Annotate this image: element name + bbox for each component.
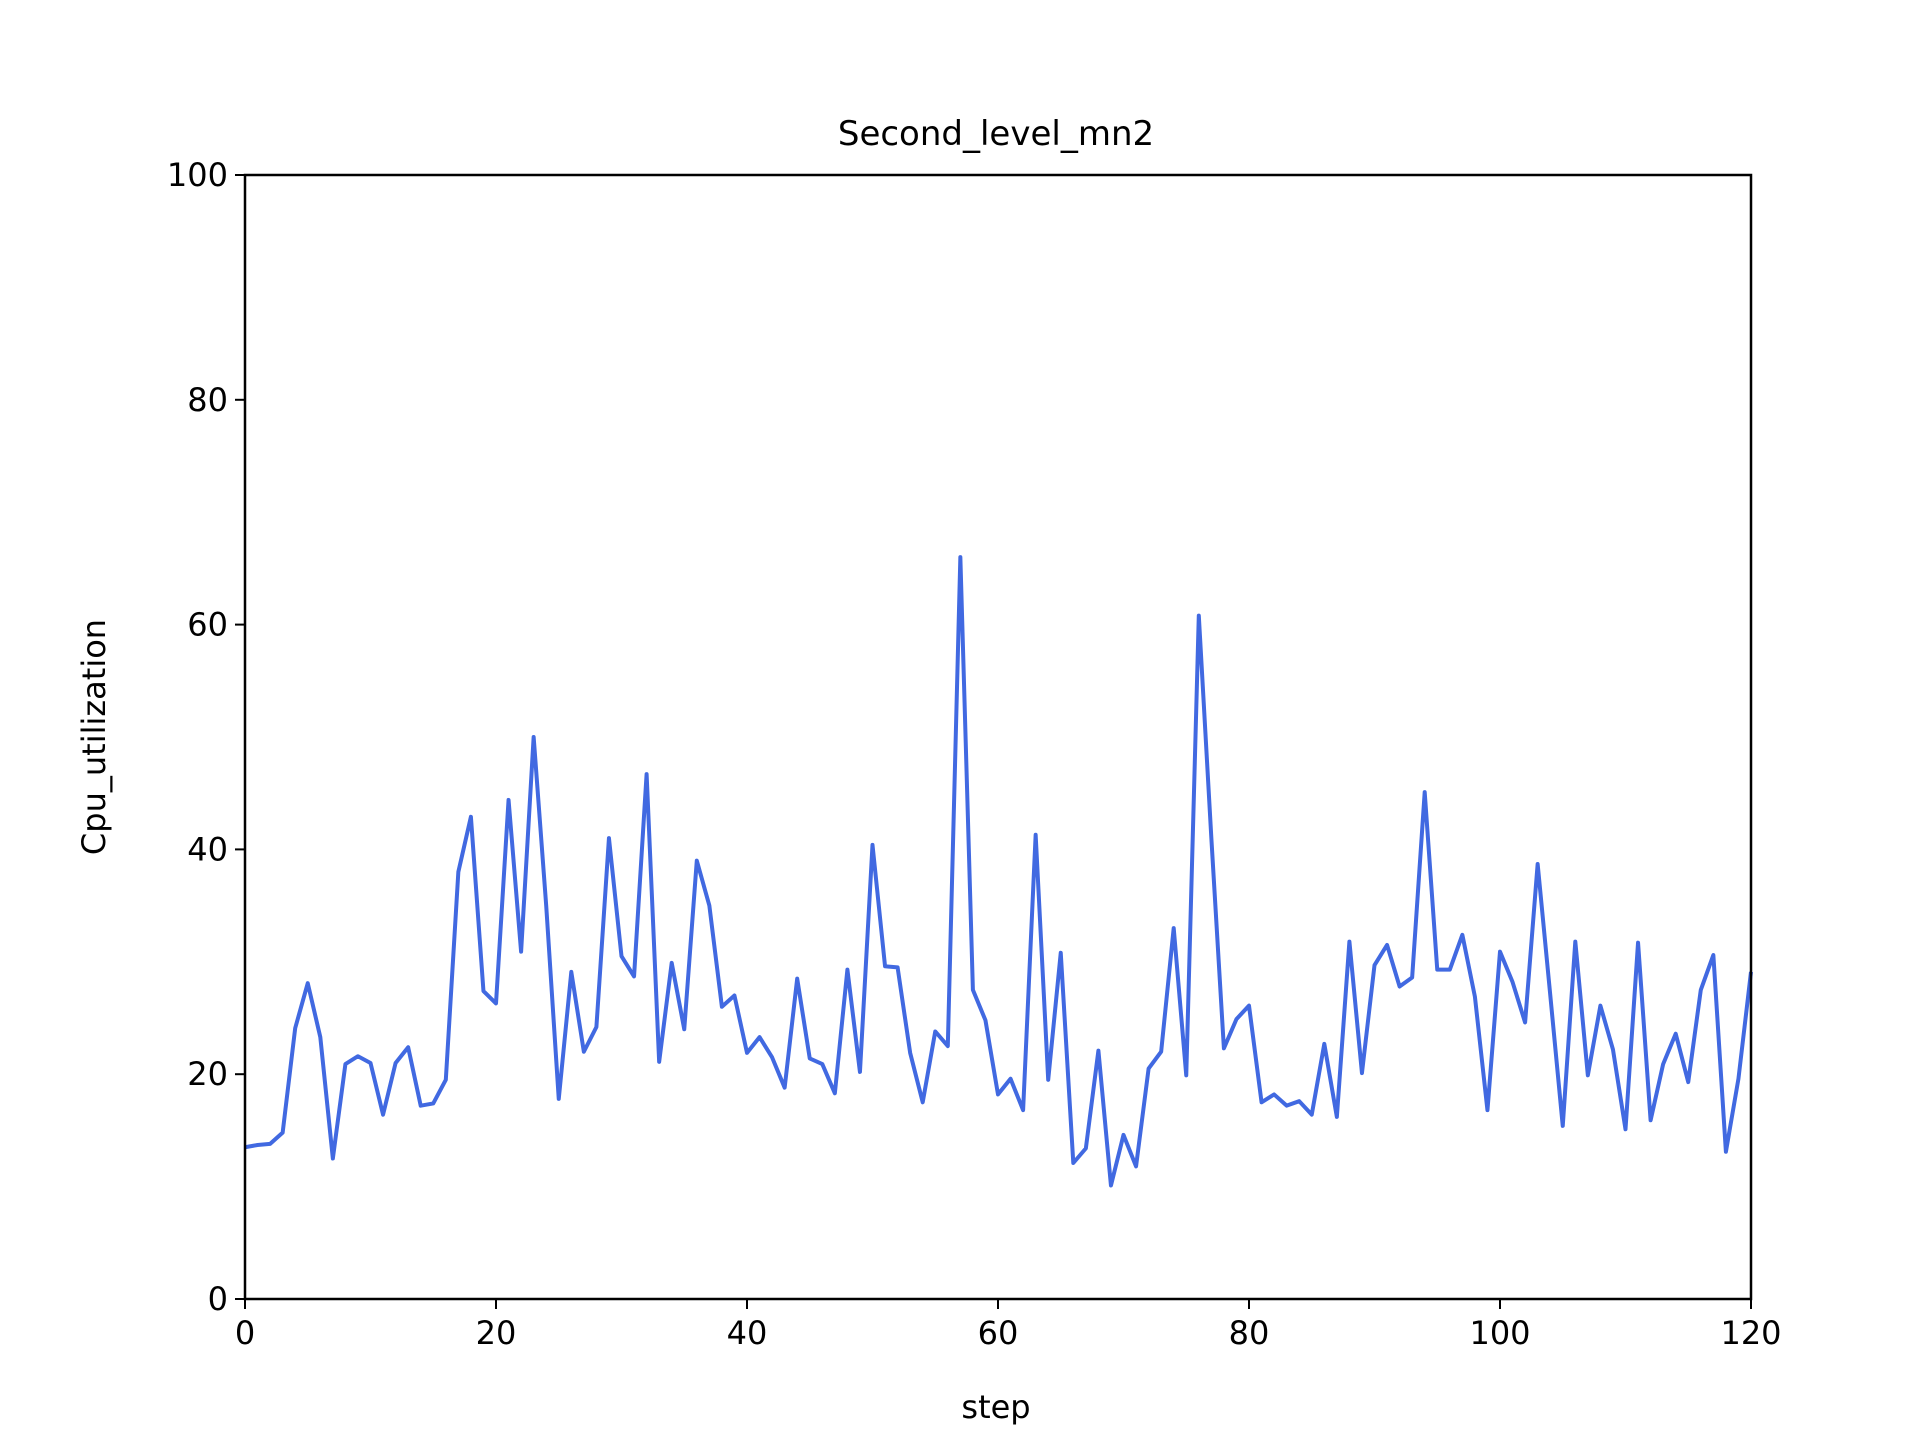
chart-title: Second_level_mn2 (838, 114, 1154, 154)
x-axis-label: step (961, 1388, 1030, 1426)
x-tick-label: 60 (978, 1314, 1019, 1352)
y-tick-label: 60 (187, 606, 228, 644)
x-tick-label: 80 (1229, 1314, 1270, 1352)
y-tick-label: 20 (187, 1055, 228, 1093)
x-tick-label: 20 (476, 1314, 517, 1352)
y-tick-label: 40 (187, 830, 228, 868)
x-tick-label: 40 (727, 1314, 768, 1352)
y-tick-label: 0 (208, 1280, 228, 1318)
plot-frame (243, 173, 1753, 1301)
y-axis-ticks: 0 20 40 60 80 100 (167, 156, 245, 1318)
y-tick-label: 80 (187, 381, 228, 419)
x-tick-label: 0 (235, 1314, 255, 1352)
x-tick-label: 120 (1720, 1314, 1781, 1352)
y-axis-label: Cpu_utilization (75, 619, 113, 855)
x-axis-ticks: 0 20 40 60 80 100 120 (235, 1299, 1782, 1352)
y-tick-label: 100 (167, 156, 228, 194)
x-tick-label: 100 (1469, 1314, 1530, 1352)
cpu-utilization-line (244, 555, 1753, 1188)
